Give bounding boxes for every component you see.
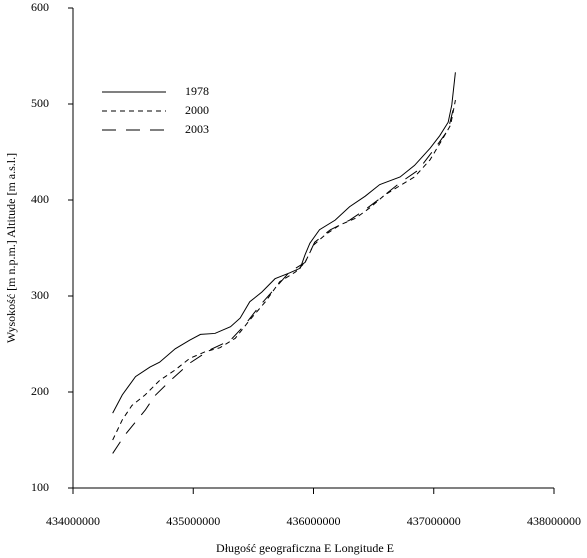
legend-label: 1978: [185, 84, 209, 98]
x-tick-label: 437000000: [407, 514, 461, 528]
line-series: [112, 100, 456, 441]
line-series: [112, 100, 456, 454]
x-tick-label: 434000000: [46, 514, 100, 528]
y-tick-label: 200: [31, 384, 49, 398]
y-tick-label: 400: [31, 192, 49, 206]
y-tick-label: 500: [31, 96, 49, 110]
x-tick-label: 435000000: [166, 514, 220, 528]
line-series: [112, 72, 456, 414]
x-axis-label: Długość geograficzna E Longitude E: [216, 541, 394, 555]
x-tick-label: 438000000: [527, 514, 581, 528]
legend-label: 2000: [185, 103, 209, 117]
y-tick-label: 600: [31, 0, 49, 14]
x-tick-label: 436000000: [287, 514, 341, 528]
y-axis-label: Wysokość [m n.p.m.] Altitude [m a.s.l.]: [4, 153, 18, 343]
y-tick-label: 100: [31, 480, 49, 494]
y-tick-label: 300: [31, 288, 49, 302]
legend-label: 2003: [185, 122, 209, 136]
